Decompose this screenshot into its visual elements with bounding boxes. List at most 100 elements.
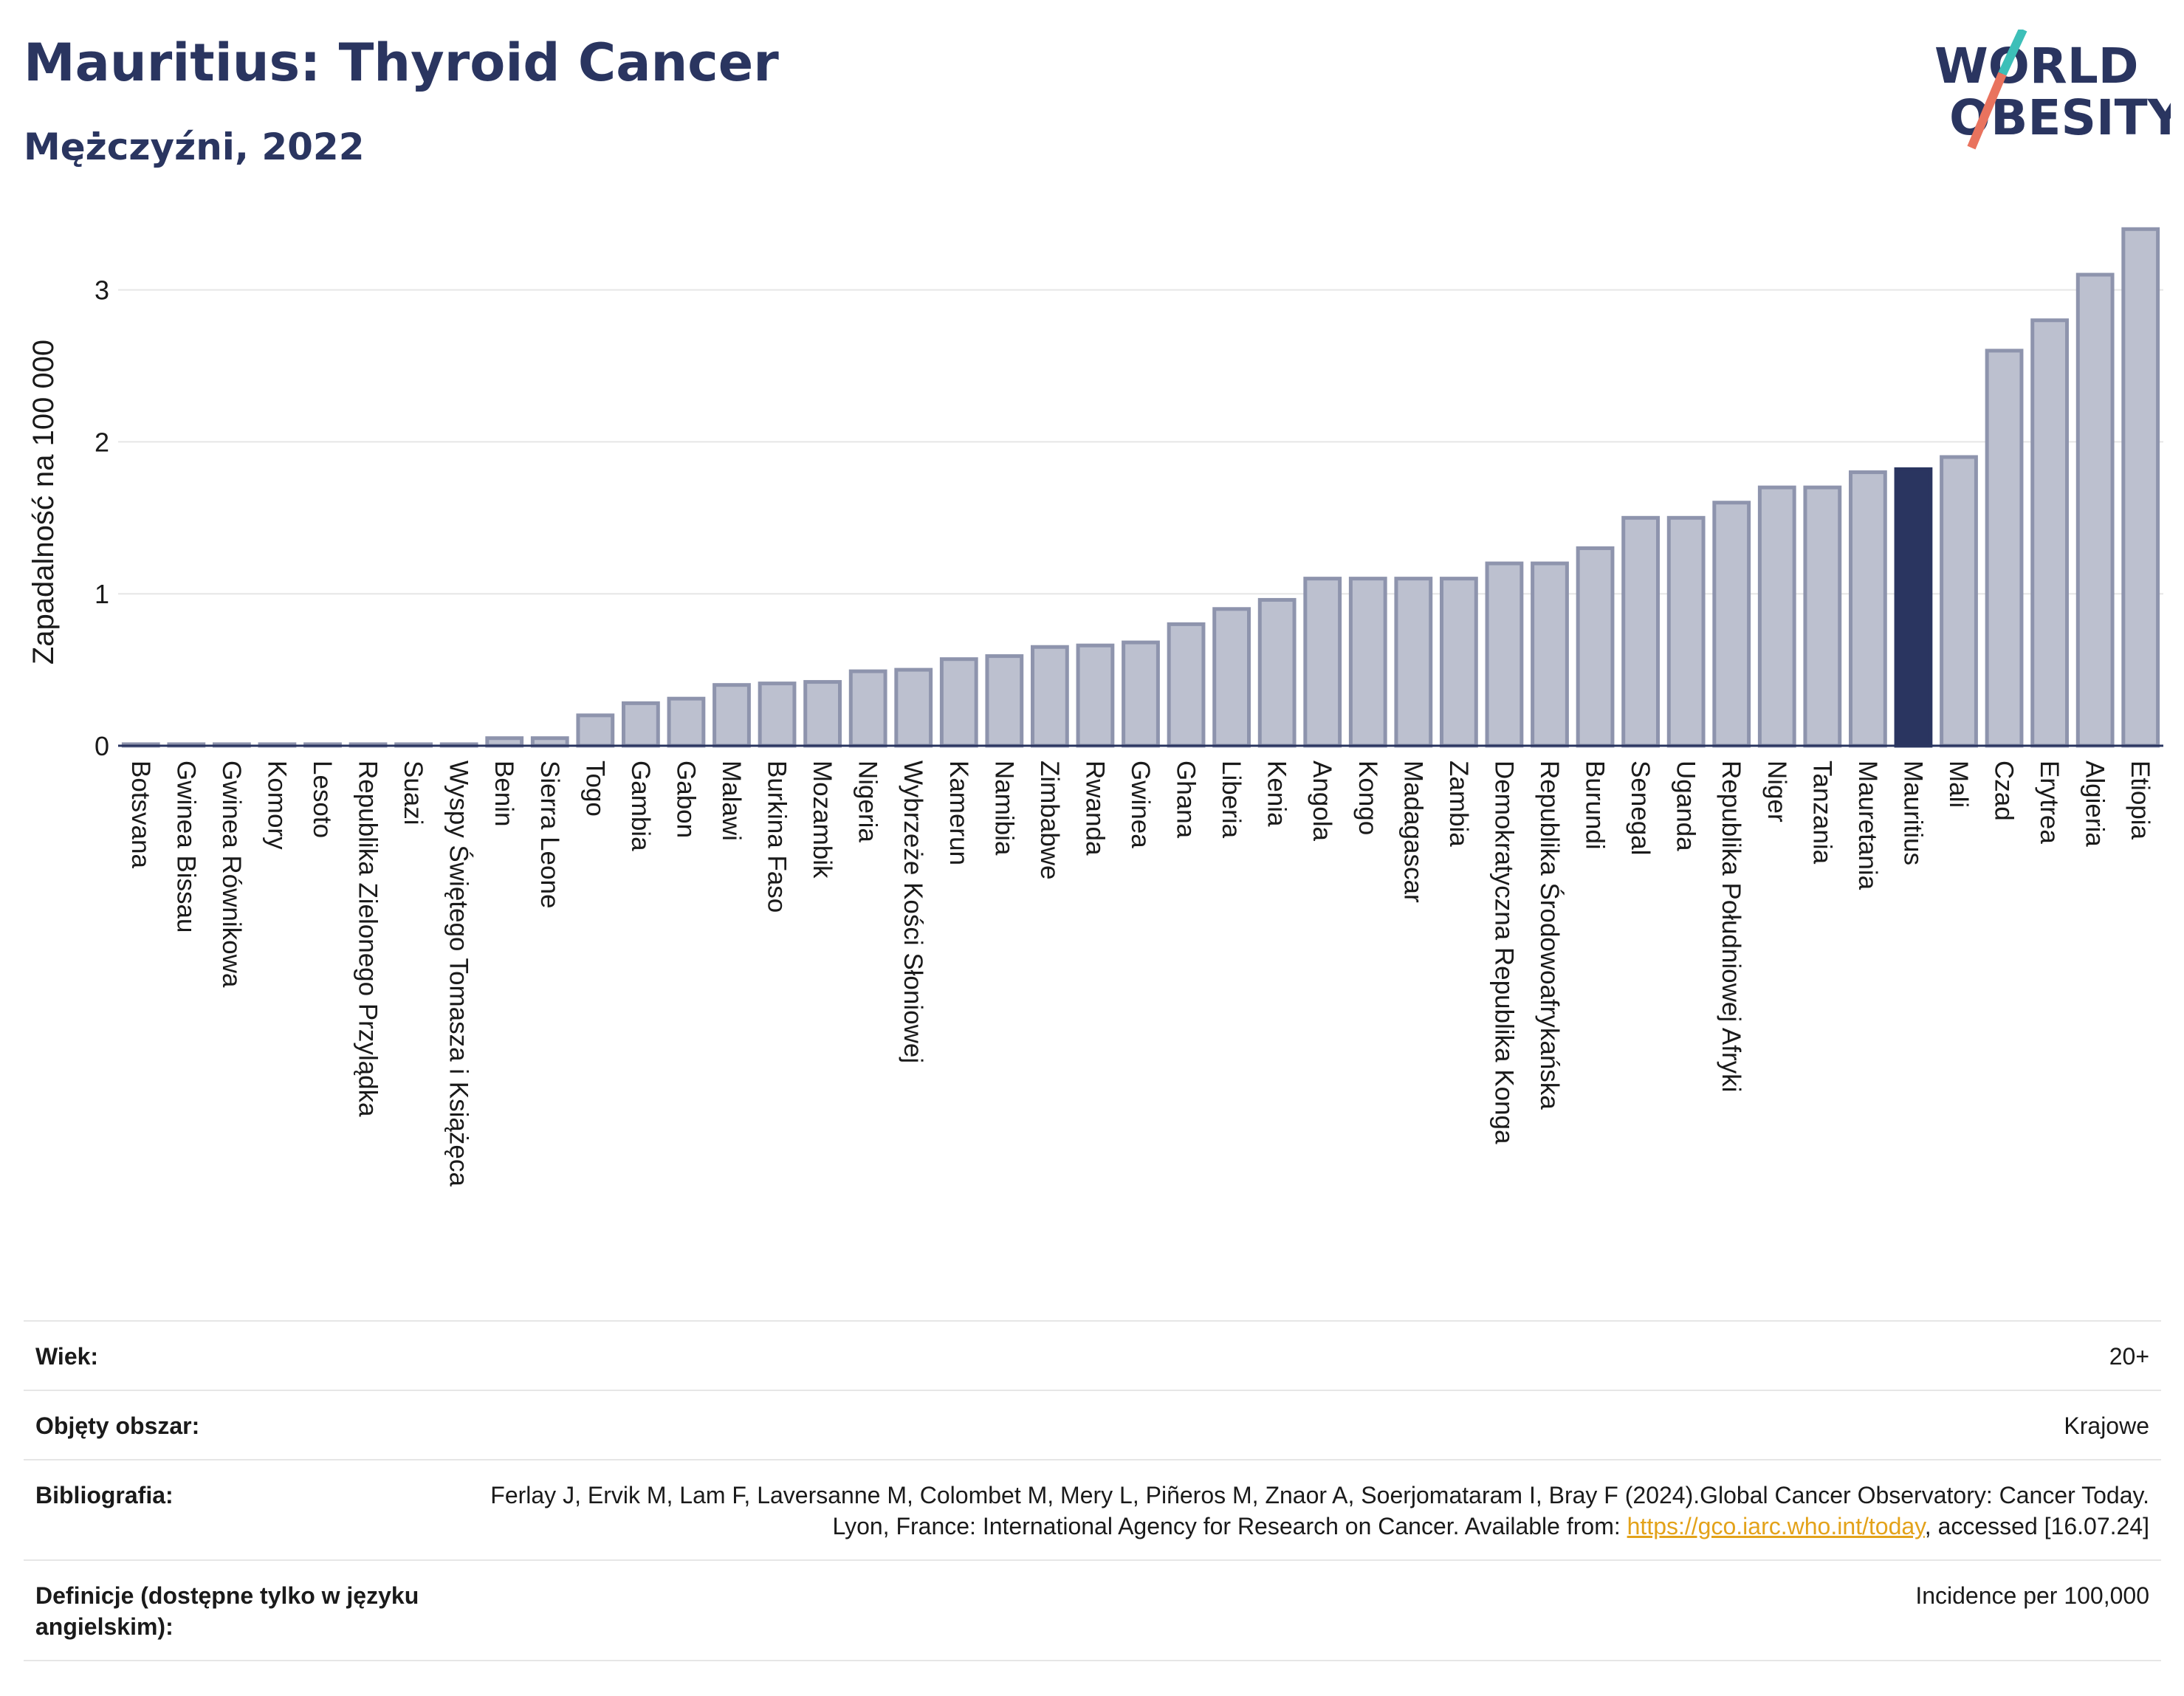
bar-25: [1257, 597, 1297, 748]
bar-34: [1666, 515, 1706, 748]
bars: [121, 227, 2160, 748]
meta-label: Bibliografia:: [35, 1482, 174, 1508]
bar-27: [1348, 577, 1387, 748]
y-tick-label: 1: [95, 579, 109, 609]
bar-16: [848, 669, 887, 748]
x-tick-label: Burundi: [1581, 761, 1610, 850]
metadata-table: Wiek: 20+ Objęty obszar: Krajowe Bibliog…: [24, 1320, 2161, 1661]
logo-line1: WORLD: [1934, 38, 2139, 95]
x-tick-label: Republika Południowej Afryki: [1717, 761, 1745, 1092]
bar-40: [1940, 455, 1978, 748]
x-tick-label: Komory: [262, 761, 291, 850]
logo-slash: [1967, 72, 2007, 150]
page-title: Mauritius: Thyroid Cancer: [24, 32, 779, 93]
x-tick-label: Ghana: [1172, 761, 1201, 839]
x-tick-label: Malawi: [717, 761, 746, 841]
bar-9: [530, 736, 569, 748]
meta-value: 20+: [2109, 1343, 2149, 1370]
x-tick-labels: Botsvana Gwinea Bissau Gwinea Równikowa Kom…: [126, 761, 2154, 1187]
bar-21: [1076, 643, 1115, 748]
x-tick-label: Liberia: [1217, 761, 1246, 839]
x-tick-label: Angola: [1308, 761, 1336, 842]
x-tick-label: Madagascar: [1398, 761, 1427, 903]
meta-label: Objęty obszar:: [35, 1412, 200, 1439]
x-tick-label: Kongo: [1353, 761, 1382, 835]
meta-value: Incidence per 100,000: [1915, 1582, 2149, 1609]
page-subtitle: Mężczyźni, 2022: [24, 126, 365, 168]
y-axis-label: Zapadalność na 100 000: [27, 340, 60, 665]
bar-43: [2075, 272, 2115, 748]
y-tick-label: 3: [95, 275, 109, 306]
bar-30: [1485, 561, 1524, 748]
x-tick-label: Erytrea: [2035, 761, 2064, 844]
meta-row-bibliography: Bibliografia: Ferlay J, Ervik M, Lam F, …: [24, 1459, 2161, 1559]
bar-36: [1757, 485, 1796, 748]
bibliography-accessed: , accessed [16.07.24]: [1924, 1513, 2149, 1539]
bar-42: [2030, 318, 2070, 748]
bar-22: [1122, 640, 1160, 748]
x-tick-label: Mauretania: [1853, 761, 1882, 890]
bar-15: [803, 680, 842, 748]
x-tick-label: Rwanda: [1080, 761, 1109, 856]
bar-41: [1985, 349, 2024, 748]
bar-35: [1712, 501, 1751, 748]
x-tick-label: Suazi: [399, 761, 427, 825]
bar-39: [1894, 467, 1933, 748]
x-tick-label: Senegal: [1626, 761, 1655, 855]
x-tick-label: Togo: [580, 761, 609, 817]
meta-label: Wiek:: [35, 1343, 99, 1370]
x-tick-label: Czad: [1990, 761, 2019, 821]
x-tick-label: Kamerun: [944, 761, 973, 865]
bar-8: [485, 736, 524, 748]
bar-29: [1439, 577, 1478, 748]
bar-20: [1030, 645, 1069, 748]
meta-value: Krajowe: [2064, 1412, 2149, 1439]
x-tick-label: Republika Zielonego Przylądka: [354, 761, 382, 1117]
x-tick-label: Uganda: [1672, 761, 1700, 851]
bar-28: [1394, 577, 1433, 748]
bar-26: [1303, 577, 1342, 748]
meta-row-area: Objęty obszar: Krajowe: [24, 1390, 2161, 1459]
x-tick-label: Kenia: [1263, 761, 1291, 827]
x-tick-label: Benin: [490, 761, 518, 827]
y-tick-labels: 0 1 2 3: [95, 275, 109, 761]
bar-38: [1848, 470, 1887, 748]
bar-18: [939, 657, 978, 748]
bar-19: [985, 654, 1024, 748]
bar-17: [894, 667, 933, 748]
bar-32: [1576, 546, 1615, 748]
y-tick-label: 2: [95, 427, 109, 457]
bar-12: [667, 696, 706, 748]
x-tick-label: Gwinea Bissau: [171, 761, 200, 933]
x-tick-label: Gwinea: [1126, 761, 1155, 848]
x-tick-label: Mauritius: [1898, 761, 1927, 865]
logo-accent-slash: [1998, 30, 2027, 76]
bar-11: [621, 701, 660, 748]
bar-13: [712, 683, 751, 748]
bar-23: [1167, 622, 1206, 748]
x-tick-label: Wyspy Świętego Tomasza i Książęca: [444, 761, 474, 1187]
world-obesity-logo: WORLD OBESITY: [1934, 30, 2171, 150]
x-tick-label: Botsvana: [126, 761, 155, 868]
source-link[interactable]: https://gco.iarc.who.int/today: [1627, 1513, 1925, 1539]
x-tick-label: Zimbabwe: [1035, 761, 1064, 879]
x-tick-label: Mozambik: [808, 761, 837, 879]
x-tick-label: Sierra Leone: [535, 761, 564, 908]
x-tick-label: Etiopia: [2126, 761, 2154, 840]
bar-10: [576, 713, 615, 748]
x-tick-label: Gwinea Równikowa: [217, 761, 246, 988]
bar-14: [758, 682, 797, 748]
x-tick-label: Wybrzeże Kości Słoniowej: [899, 761, 927, 1063]
x-tick-label: Mali: [1944, 761, 1973, 808]
x-tick-label: Demokratyczna Republika Konga: [1489, 761, 1518, 1144]
bar-44: [2121, 227, 2160, 748]
x-tick-label: Tanzania: [1807, 761, 1836, 865]
x-tick-label: Burkina Faso: [763, 761, 791, 913]
x-tick-label: Lesoto: [308, 761, 337, 838]
meta-row-age: Wiek: 20+: [24, 1320, 2161, 1390]
x-tick-label: Algieria: [2081, 761, 2109, 847]
x-tick-label: Namibia: [989, 761, 1018, 856]
meta-row-definitions: Definicje (dostępne tylko w języku angie…: [24, 1559, 2161, 1661]
bar-24: [1212, 607, 1251, 748]
x-tick-label: Niger: [1762, 761, 1791, 823]
